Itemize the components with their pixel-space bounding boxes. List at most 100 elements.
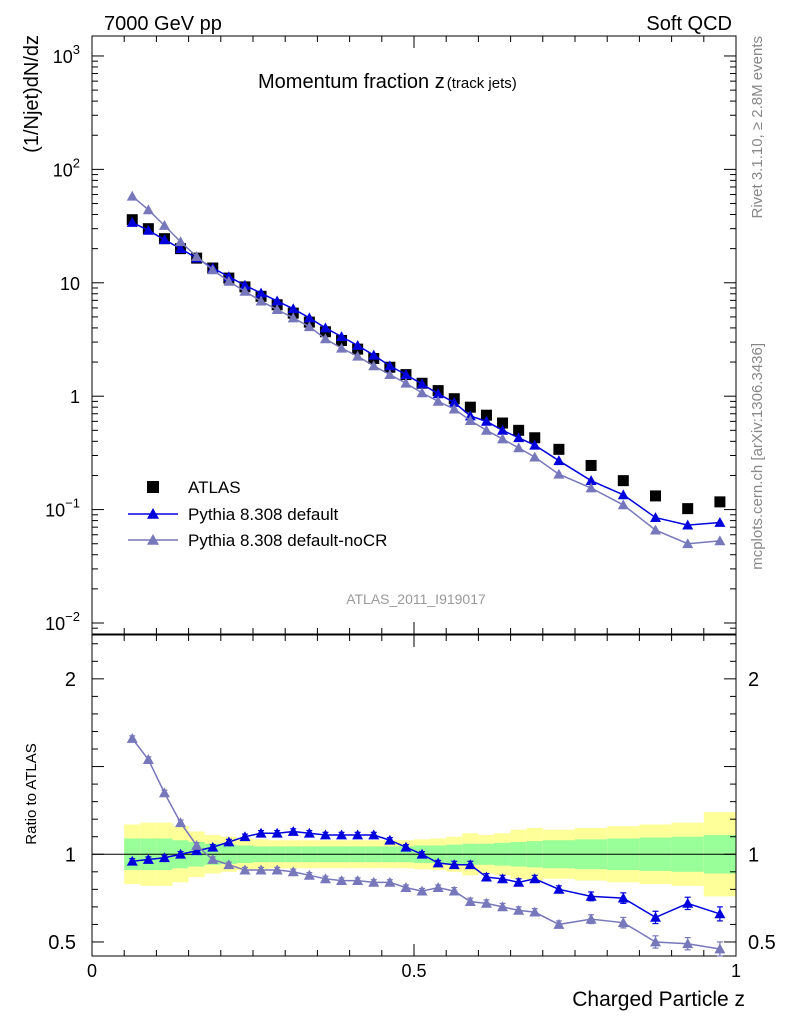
pythia-default-ratio-point bbox=[682, 897, 694, 908]
pythia-default-point bbox=[368, 349, 380, 360]
pythia-default-ratio-point bbox=[271, 827, 283, 838]
pythia-nocr-point bbox=[400, 377, 412, 388]
pythia-default-ratio-point bbox=[303, 827, 315, 838]
ratio-y-tick-label: 1 bbox=[65, 844, 76, 866]
pythia-default-ratio-point bbox=[617, 892, 629, 903]
ratio-y-tick-label: 0.5 bbox=[48, 932, 76, 954]
pythia-nocr-ratio-point bbox=[400, 882, 412, 892]
pythia-nocr-ratio-point bbox=[319, 873, 331, 884]
pythia-default-point bbox=[714, 516, 726, 527]
pythia-nocr-point bbox=[303, 321, 315, 332]
pythia-nocr-point bbox=[287, 312, 299, 323]
x-tick-label: 0.5 bbox=[401, 961, 426, 981]
pythia-nocr-point bbox=[682, 538, 694, 549]
pythia-nocr-ratio-point bbox=[682, 938, 694, 949]
pythia-nocr-ratio-point bbox=[714, 943, 726, 954]
pythia-default-ratio-point bbox=[368, 829, 380, 840]
pythia-default-point bbox=[497, 424, 509, 435]
pythia-nocr-point bbox=[142, 204, 154, 215]
pythia-default-ratio-point bbox=[142, 854, 154, 864]
pythia-nocr-point bbox=[529, 451, 541, 462]
ratio-y-axis-label: Ratio to ATLAS bbox=[23, 743, 40, 844]
pythia-nocr-ratio-point bbox=[497, 901, 509, 912]
pythia-nocr-ratio-point bbox=[142, 754, 154, 764]
pythia-default-point bbox=[287, 303, 299, 314]
pythia-default-ratio-point bbox=[352, 829, 364, 840]
legend-entry-label: ATLAS bbox=[188, 478, 241, 497]
main-title-text: Momentum fraction z bbox=[258, 71, 445, 93]
pythia-default-point bbox=[336, 331, 348, 342]
pythia-nocr-ratio-point bbox=[352, 875, 364, 885]
ratio-y-tick-label: 2 bbox=[65, 669, 76, 691]
x-tick-label: 0 bbox=[87, 961, 97, 981]
pythia-default-ratio-point bbox=[585, 890, 597, 901]
pythia-default-ratio-point bbox=[553, 883, 565, 894]
pythia-default-ratio-point bbox=[384, 834, 396, 845]
pythia-nocr-point bbox=[714, 535, 726, 546]
pythia-default-ratio-point bbox=[432, 857, 444, 868]
pythia-nocr-ratio-point bbox=[650, 936, 661, 947]
legend: ATLAS Pythia 8.308 default Pythia 8.308 de… bbox=[128, 478, 387, 550]
pythia-nocr-ratio-point bbox=[126, 732, 138, 743]
pythia-nocr-point bbox=[336, 342, 348, 353]
pythia-nocr-ratio-point bbox=[432, 882, 444, 892]
pythia-nocr-ratio-point bbox=[617, 917, 629, 928]
pythia-nocr-ratio-point bbox=[239, 864, 251, 875]
pythia-default-point bbox=[303, 312, 315, 323]
side-label-mcplots: mcplots.cern.ch [arXiv:1306.3436] bbox=[749, 343, 766, 570]
pythia-default-ratio-point bbox=[400, 841, 412, 852]
pythia-nocr-point bbox=[585, 482, 597, 493]
pythia-default-point bbox=[352, 339, 364, 350]
pythia-default-point bbox=[271, 295, 283, 306]
atlas-data-point bbox=[497, 417, 509, 429]
pythia-nocr-point bbox=[553, 468, 565, 479]
atlas-data-point bbox=[714, 496, 726, 508]
atlas-data-point bbox=[464, 401, 476, 413]
pythia-nocr-ratio-point bbox=[158, 787, 170, 798]
ratio-panel-frame: 0 0.5 1 0.5 0.5 1 1 2 2 bbox=[48, 634, 776, 981]
pythia-nocr-ratio-point bbox=[271, 864, 283, 875]
pythia-nocr-ratio-point bbox=[368, 876, 380, 887]
pythia-default-ratio-point bbox=[480, 871, 492, 882]
pythia-nocr-point bbox=[255, 295, 267, 306]
pythia-default-point bbox=[585, 475, 597, 486]
pythia-nocr-point bbox=[126, 190, 138, 201]
pythia-default-point bbox=[158, 234, 170, 245]
main-y-tick-label: 10−1 bbox=[45, 496, 80, 521]
pythia-default-ratio-point bbox=[223, 836, 235, 847]
main-y-tick-label: 103 bbox=[53, 42, 80, 67]
pythia-default-point bbox=[617, 489, 629, 500]
pythia-default-point bbox=[480, 415, 492, 426]
pythia-nocr-ratio-point bbox=[191, 839, 203, 850]
pythia-nocr-ratio-point bbox=[416, 885, 428, 896]
pythia-nocr-ratio-point bbox=[384, 876, 396, 887]
pythia-nocr-point bbox=[175, 236, 187, 247]
atlas-data-point bbox=[585, 459, 597, 471]
pythia-default-ratio-point bbox=[239, 831, 251, 842]
pythia-nocr-point bbox=[464, 415, 476, 425]
pythia-default-ratio-point bbox=[448, 859, 460, 870]
x-axis-label: Charged Particle z bbox=[572, 988, 745, 1011]
legend-atlas-marker bbox=[147, 481, 159, 493]
pythia-nocr-point bbox=[158, 219, 170, 230]
legend-triangle-marker bbox=[147, 508, 159, 519]
header-right: Soft QCD bbox=[646, 13, 732, 35]
pythia-nocr-point bbox=[384, 369, 396, 380]
atlas-data-point bbox=[529, 432, 541, 444]
pythia-default-ratio-line bbox=[132, 830, 721, 919]
pythia-nocr-ratio-point bbox=[553, 918, 565, 929]
x-tick-label: 1 bbox=[731, 961, 741, 981]
pythia-default-point bbox=[175, 243, 187, 254]
pythia-default-point bbox=[448, 396, 460, 407]
pythia-nocr-ratio-point bbox=[255, 864, 267, 875]
pythia-nocr-ratio-point bbox=[513, 904, 525, 915]
pythia-default-ratio-point bbox=[464, 859, 476, 870]
pythia-default-point bbox=[650, 512, 661, 523]
pythia-nocr-point bbox=[191, 251, 203, 262]
pythia-default-ratio-point bbox=[207, 841, 219, 852]
pythia-default-ratio-point bbox=[175, 848, 187, 859]
main-y-axis-label: (1/Njet)dN/dz bbox=[21, 35, 43, 153]
main-y-tick-label: 102 bbox=[53, 155, 80, 180]
pythia-nocr-point bbox=[617, 499, 629, 510]
pythia-nocr-point bbox=[239, 285, 251, 296]
